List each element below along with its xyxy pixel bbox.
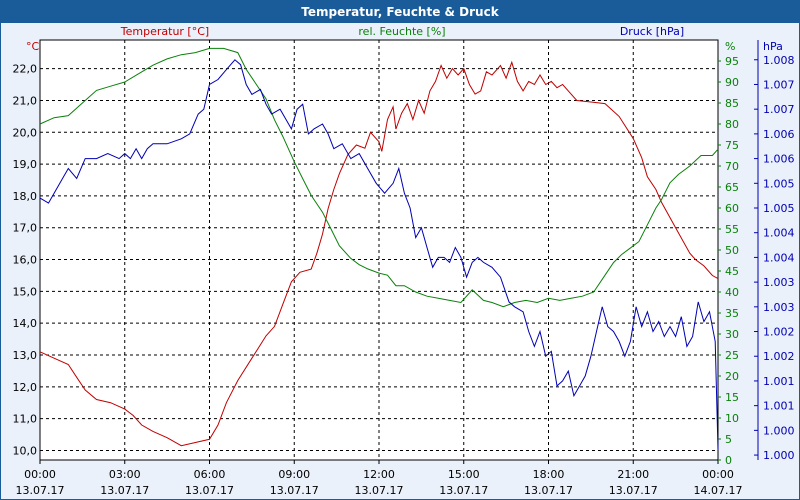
temp-tick-label: 17,0 — [13, 222, 38, 235]
x-tick-label-date: 13.07.17 — [355, 484, 404, 497]
x-tick-label-time: 15:00 — [448, 468, 480, 481]
x-tick-label-time: 00:00 — [702, 468, 734, 481]
hum-tick-label: 70 — [725, 160, 739, 173]
temp-tick-label: 20,0 — [13, 126, 38, 139]
temp-unit-label: °C — [26, 40, 40, 53]
temp-tick-label: 14,0 — [13, 317, 38, 330]
x-tick-label-date: 13.07.17 — [524, 484, 573, 497]
hum-tick-label: 95 — [725, 55, 739, 68]
hum-tick-label: 65 — [725, 181, 739, 194]
x-tick-label-date: 13.07.17 — [609, 484, 658, 497]
hum-tick-label: 60 — [725, 202, 739, 215]
hum-tick-label: 10 — [725, 412, 739, 425]
press-tick-label: 1.004 — [763, 227, 795, 240]
press-tick-label: 1.005 — [763, 177, 795, 190]
hum-tick-label: 40 — [725, 286, 739, 299]
press-tick-label: 1.007 — [763, 78, 795, 91]
hum-tick-label: 80 — [725, 118, 739, 131]
x-tick-label-time: 09:00 — [278, 468, 310, 481]
temp-axis-title: Temperatur [°C] — [120, 25, 209, 38]
press-tick-label: 1.005 — [763, 202, 795, 215]
press-axis-title: Druck [hPa] — [620, 25, 684, 38]
press-tick-label: 1.000 — [763, 449, 795, 462]
x-tick-label-date: 13.07.17 — [16, 484, 65, 497]
hum-tick-label: 35 — [725, 307, 739, 320]
temp-tick-label: 13,0 — [13, 349, 38, 362]
press-tick-label: 1.003 — [763, 301, 795, 314]
x-tick-label-date: 13.07.17 — [100, 484, 149, 497]
press-tick-label: 1.003 — [763, 276, 795, 289]
hum-tick-label: 85 — [725, 97, 739, 110]
x-tick-label-time: 00:00 — [24, 468, 56, 481]
temp-tick-label: 12,0 — [13, 381, 38, 394]
temp-tick-label: 16,0 — [13, 254, 38, 267]
temp-tick-label: 21,0 — [13, 94, 38, 107]
hum-tick-label: 90 — [725, 76, 739, 89]
press-tick-label: 1.001 — [763, 400, 795, 413]
x-tick-label-time: 18:00 — [533, 468, 565, 481]
x-tick-label-time: 12:00 — [363, 468, 395, 481]
axis-labels: 00:00 13.07.17 03:00 13.07.17 06:00 13.07.17 0… — [13, 25, 795, 497]
hum-tick-label: 30 — [725, 328, 739, 341]
x-tick-label-time: 21:00 — [617, 468, 649, 481]
hum-tick-label: 45 — [725, 265, 739, 278]
press-tick-label: 1.006 — [763, 153, 795, 166]
press-tick-label: 1.008 — [763, 54, 795, 67]
temp-tick-label: 22,0 — [13, 63, 38, 76]
press-tick-label: 1.002 — [763, 326, 795, 339]
series-group — [39, 47, 719, 451]
x-tick-label-date: 14.07.17 — [694, 484, 743, 497]
press-tick-label: 1.001 — [763, 375, 795, 388]
hum-tick-label: 50 — [725, 244, 739, 257]
press-tick-label: 1.002 — [763, 350, 795, 363]
temp-tick-label: 19,0 — [13, 158, 38, 171]
press-tick-label: 1.000 — [763, 424, 795, 437]
press-tick-label: 1.004 — [763, 251, 795, 264]
press-tick-label: 1.006 — [763, 128, 795, 141]
hum-tick-label: 5 — [725, 433, 732, 446]
temp-tick-label: 10,0 — [13, 444, 38, 457]
x-tick-label-date: 13.07.17 — [439, 484, 488, 497]
hum-tick-label: 0 — [725, 454, 732, 467]
hum-tick-label: 20 — [725, 370, 739, 383]
x-tick-label-date: 13.07.17 — [185, 484, 234, 497]
window-title: Temperatur, Feuchte & Druck — [1, 1, 799, 23]
hum-axis-title: rel. Feuchte [%] — [358, 25, 445, 38]
series-line-hum — [39, 47, 719, 308]
press-tick-label: 1.007 — [763, 103, 795, 116]
grid-lines — [39, 40, 759, 464]
series-line-press — [39, 59, 719, 451]
temp-tick-label: 18,0 — [13, 190, 38, 203]
x-tick-label-time: 06:00 — [194, 468, 226, 481]
hum-tick-label: 75 — [725, 139, 739, 152]
hum-tick-label: 15 — [725, 391, 739, 404]
series-line-temp — [39, 60, 719, 447]
x-tick-label-time: 03:00 — [109, 468, 141, 481]
x-tick-label-date: 13.07.17 — [270, 484, 319, 497]
temp-tick-label: 11,0 — [13, 413, 38, 426]
temp-tick-label: 15,0 — [13, 285, 38, 298]
hum-tick-label: 55 — [725, 223, 739, 236]
press-unit-label: hPa — [763, 40, 783, 53]
hum-tick-label: 25 — [725, 349, 739, 362]
hum-unit-label: % — [725, 40, 735, 53]
